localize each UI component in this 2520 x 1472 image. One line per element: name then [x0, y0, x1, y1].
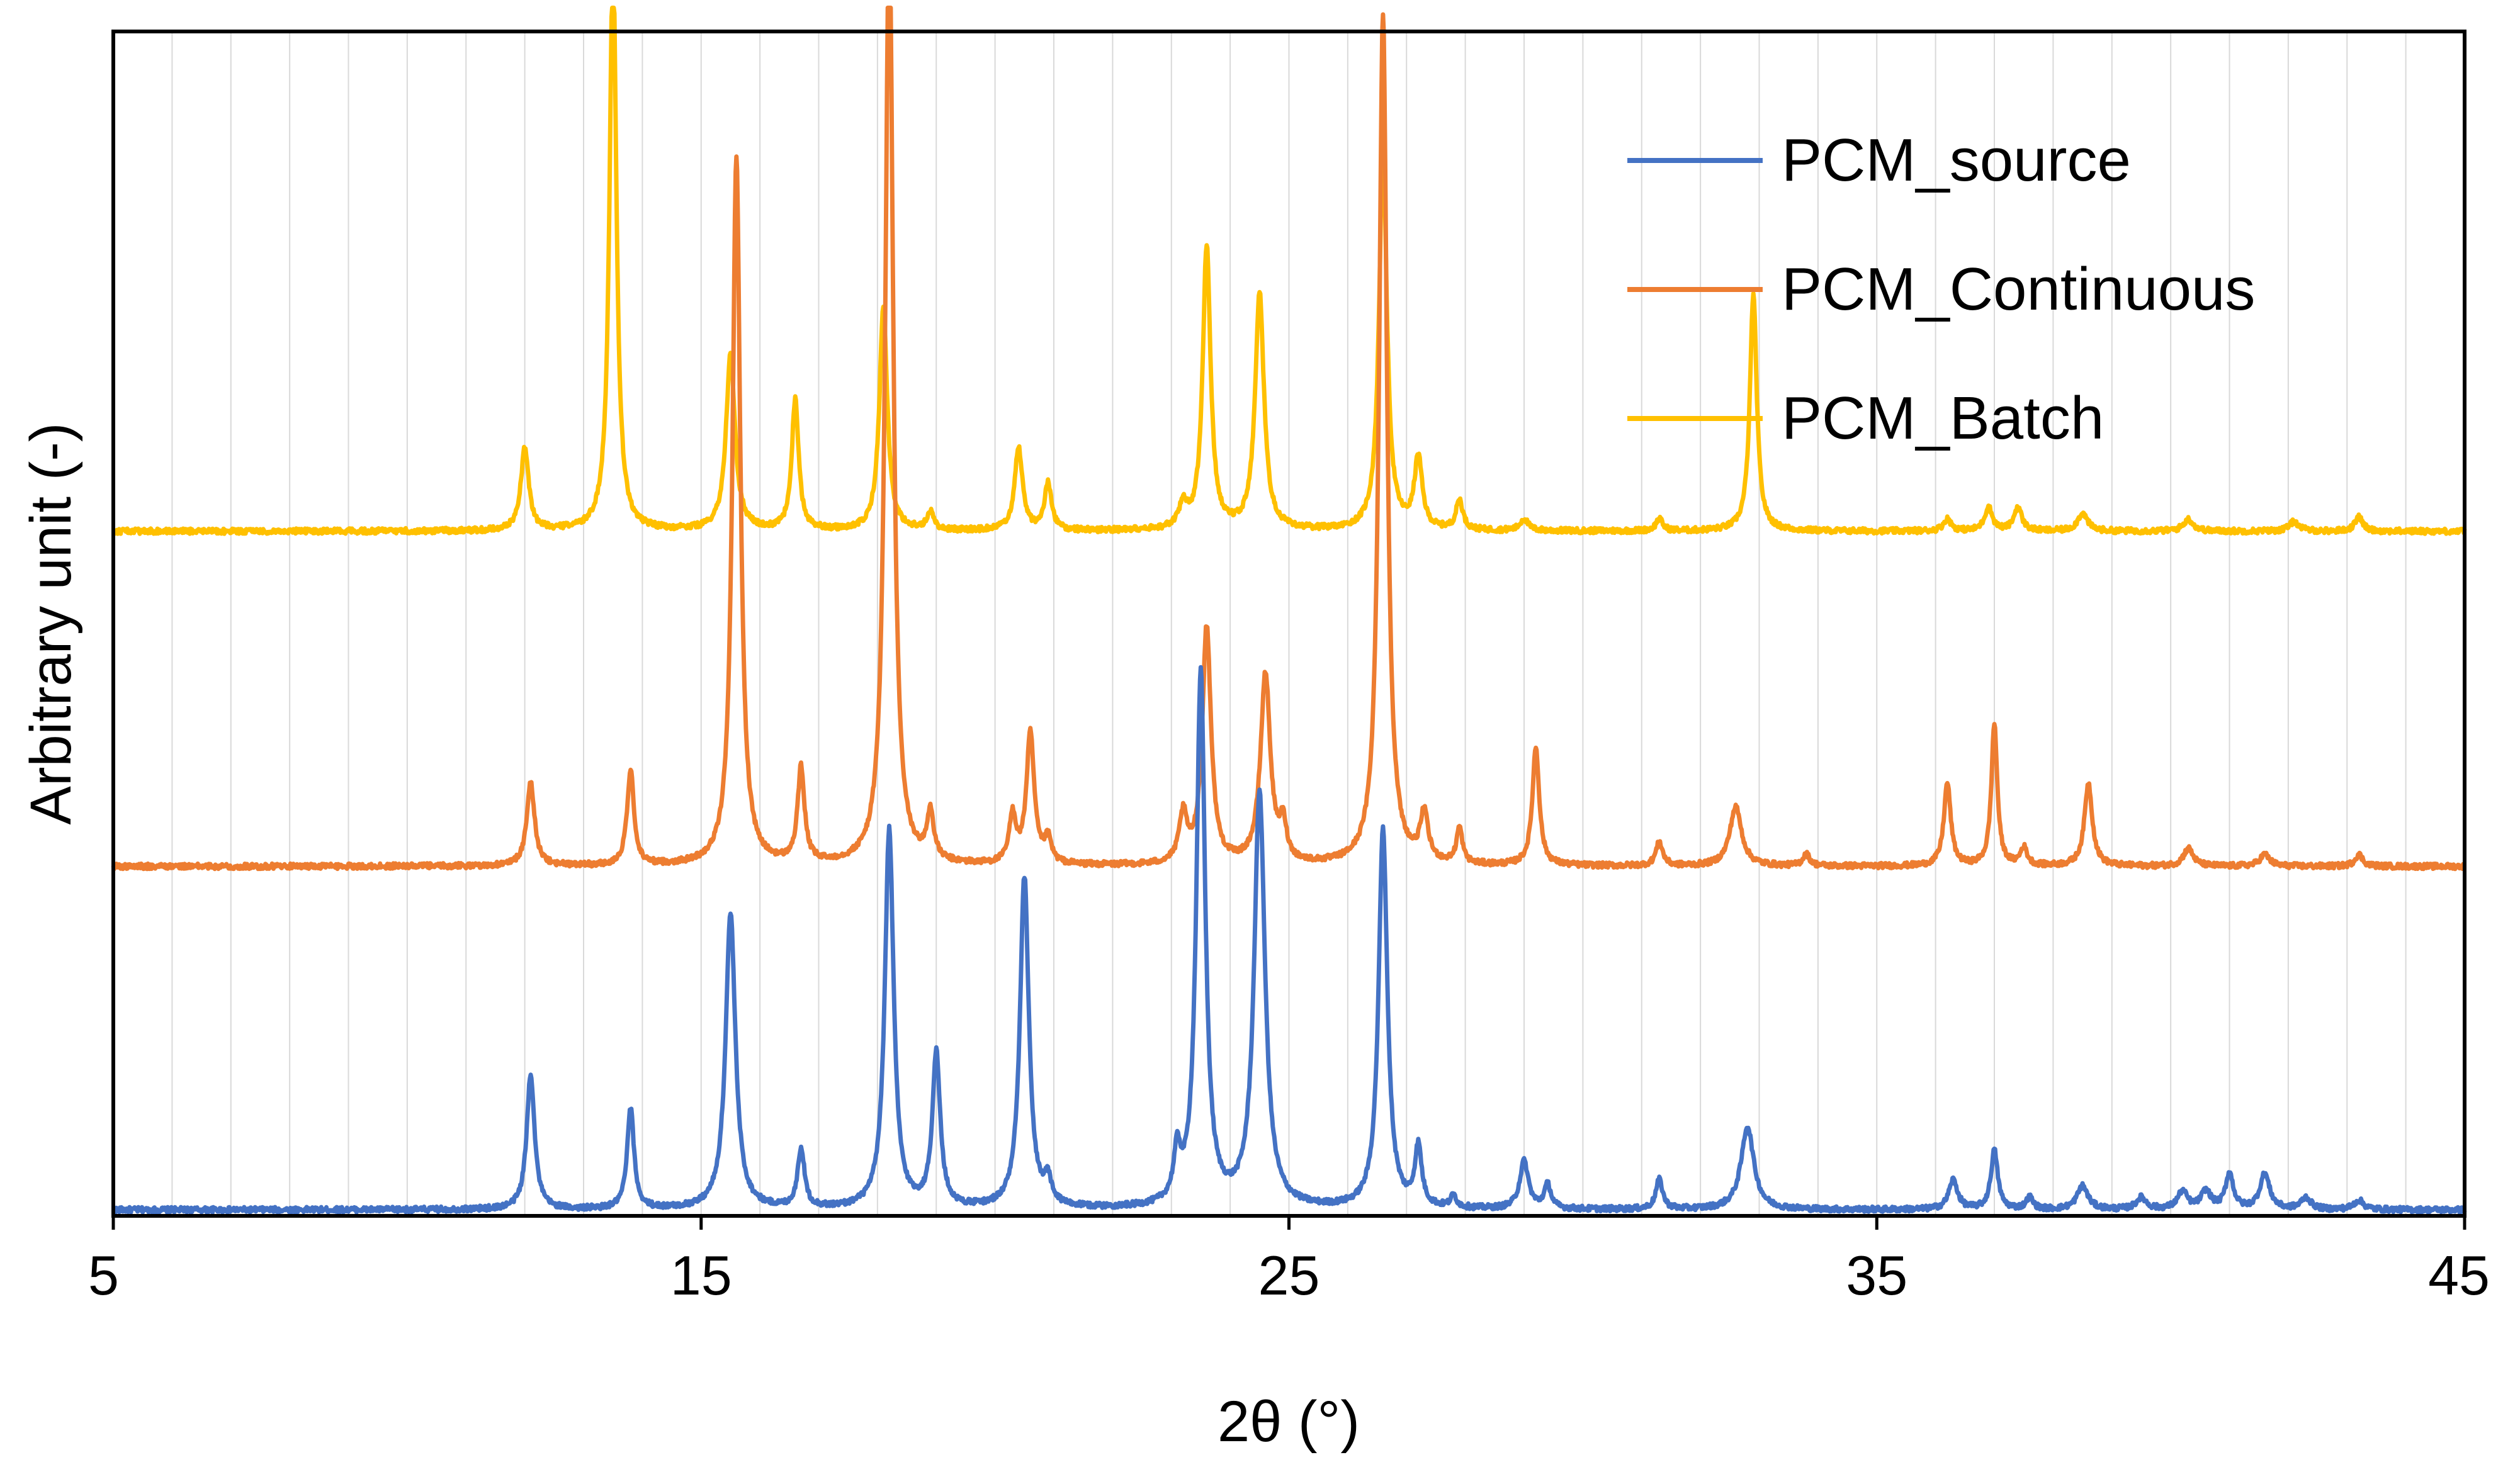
x-tick-label: 25	[1258, 1244, 1320, 1306]
legend: PCM_source PCM_Continuous PCM_Batch	[1627, 126, 2255, 452]
grid-lines	[171, 31, 2407, 1216]
legend-label: PCM_source	[1782, 126, 2131, 194]
series-lines	[111, 5, 2467, 1215]
y-axis-title: Arbitrary unit (-)	[19, 423, 83, 825]
legend-label: PCM_Continuous	[1782, 256, 2255, 323]
x-ticks: 5 15 25 35 45	[88, 1216, 2490, 1306]
legend-label: PCM_Batch	[1782, 385, 2104, 452]
x-tick-label: 45	[2428, 1244, 2490, 1306]
series-line-pcm-continuous	[111, 5, 2466, 872]
x-tick-label: 35	[1846, 1244, 1907, 1306]
x-tick-label: 5	[88, 1244, 119, 1306]
series-line-pcm-batch	[111, 5, 2467, 536]
x-axis-title: 2θ (°)	[1218, 1390, 1360, 1454]
x-tick-label: 15	[670, 1244, 732, 1306]
series-line-pcm-source	[111, 665, 2467, 1215]
